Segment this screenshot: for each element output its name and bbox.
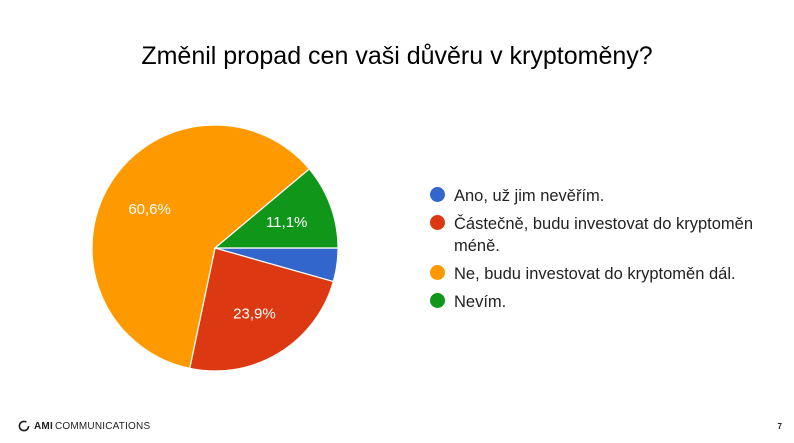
pie-slice-ne	[91, 124, 311, 370]
legend-label-castecne: Částečně, budu investovat do kryptoměn m…	[454, 215, 754, 255]
pie-slice-nevim	[213, 168, 339, 249]
logo-ring-icon	[18, 420, 30, 432]
logo-text: COMMUNICATIONS	[54, 420, 151, 432]
legend-item-ano: Ano, už jim nevěřím.	[430, 185, 760, 207]
chart-title: Změnil propad cen vaši důvěru v kryptomě…	[141, 42, 653, 70]
pie-label-ne: 60,6%	[128, 201, 171, 218]
legend-item-nevim: Nevím.	[430, 291, 760, 313]
legend-label-ano: Ano, už jim nevěřím.	[454, 187, 605, 205]
pie-label-nevim: 11,1%	[266, 214, 307, 231]
legend-swatch-castecne	[430, 215, 445, 230]
legend-item-castecne: Částečně, budu investovat do kryptoměn m…	[430, 213, 760, 257]
legend-swatch-ano	[430, 187, 445, 202]
pie-label-castecne: 23,9%	[233, 305, 276, 322]
pie-chart: 23,9% 60,6% 11,1%	[91, 124, 339, 372]
page-number: 7	[777, 422, 782, 431]
legend-swatch-nevim	[430, 293, 445, 308]
pie-slice-castecne	[188, 247, 335, 372]
legend-label-ne: Ne, budu investovat do kryptoměn dál.	[454, 265, 736, 283]
legend-swatch-ne	[430, 265, 445, 280]
legend: Ano, už jim nevěřím. Částečně, budu inve…	[430, 185, 760, 319]
legend-item-ne: Ne, budu investovat do kryptoměn dál.	[430, 263, 760, 285]
company-logo: AMI COMMUNICATIONS	[18, 420, 150, 432]
legend-label-nevim: Nevím.	[454, 293, 507, 311]
logo-text-strong: AMI	[34, 420, 53, 432]
